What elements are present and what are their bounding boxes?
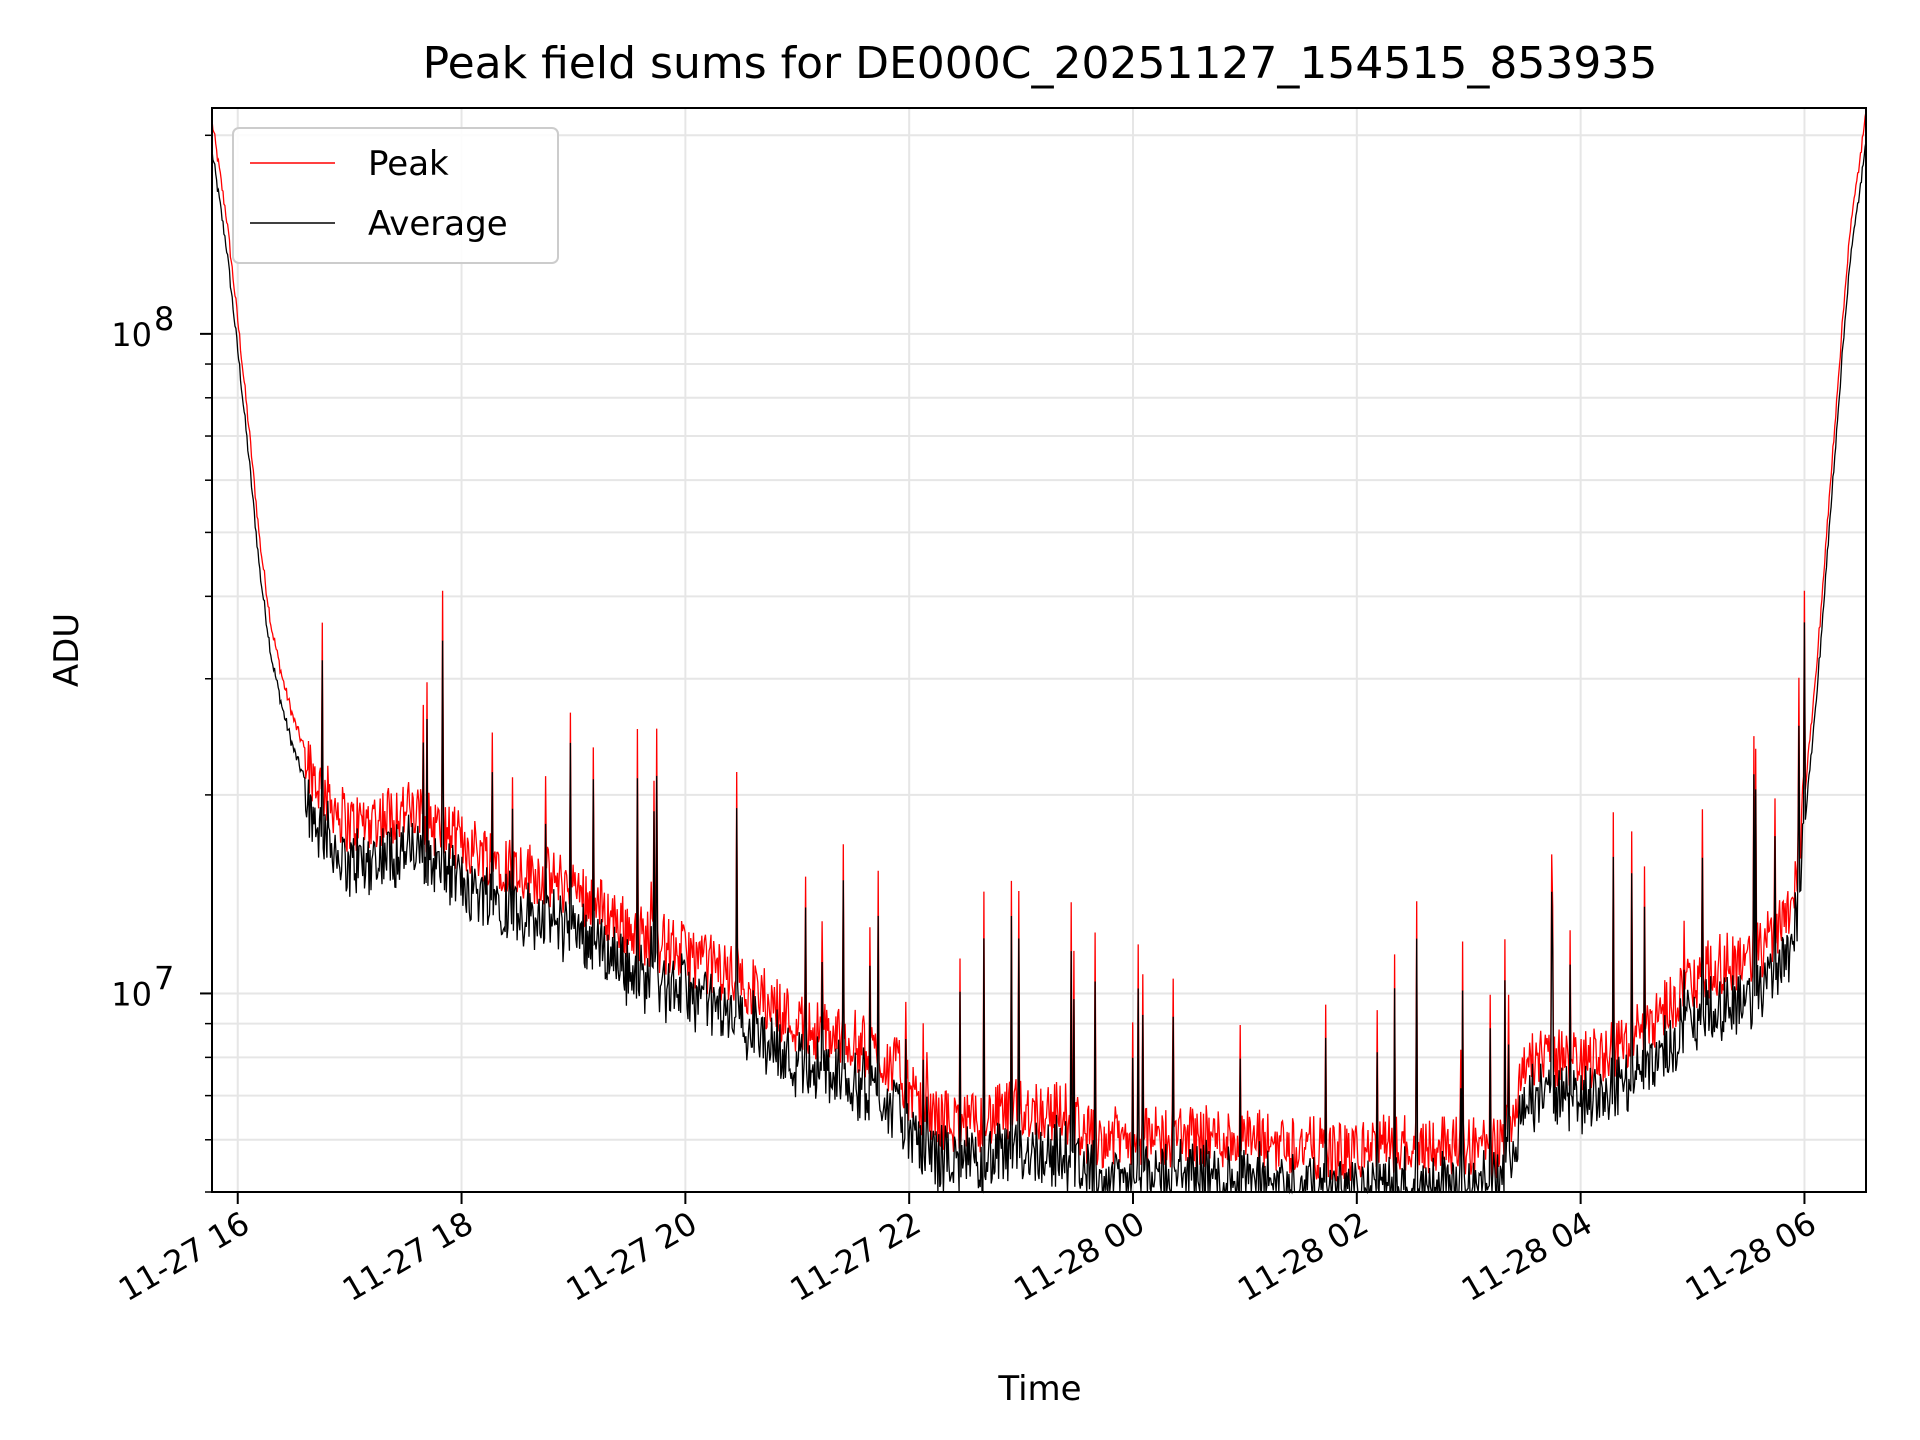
y-tick-label: 10 [111, 975, 152, 1013]
peak-series-line [211, 111, 1867, 1183]
x-axis-label: Time [997, 1369, 1081, 1409]
legend-box [232, 127, 559, 264]
legend: Peak Average [232, 127, 559, 264]
legend-average-label: Average [368, 204, 508, 244]
legend-peak-label: Peak [368, 144, 449, 184]
series-lines [211, 111, 1867, 1195]
average-series-line [211, 141, 1867, 1195]
grid-lines [212, 108, 1866, 1193]
y-axis-label: ADU [47, 613, 87, 687]
chart-title: Peak field sums for DE000C_20251127_1545… [423, 38, 1658, 89]
y-tick-label: 10 [111, 316, 152, 354]
plot-frame [211, 107, 1867, 1193]
y-tick-exponent: 7 [154, 959, 174, 997]
y-tick-exponent: 8 [154, 300, 174, 338]
